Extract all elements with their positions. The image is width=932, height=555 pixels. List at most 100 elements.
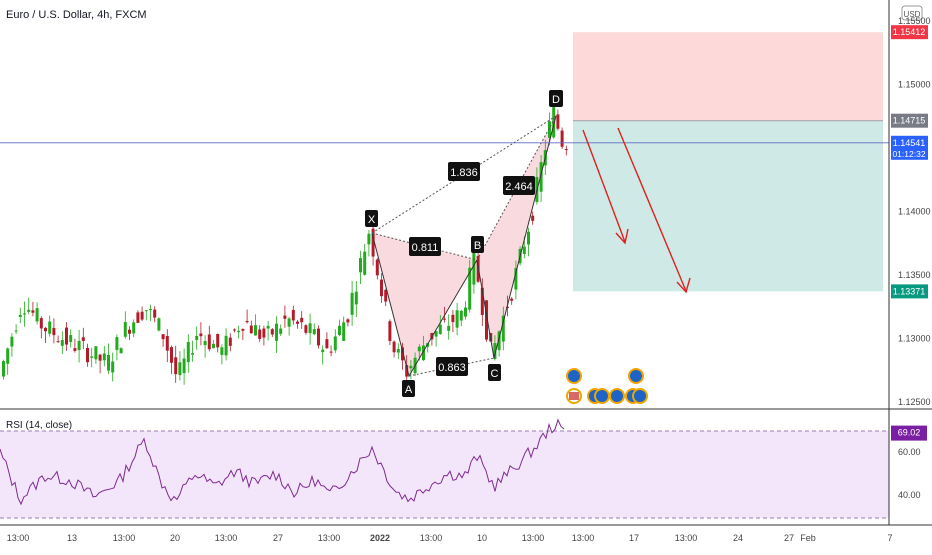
time-tick-label: 13:00 xyxy=(522,533,545,543)
candle xyxy=(39,316,43,339)
time-tick-label: 13:00 xyxy=(113,533,136,543)
event-flag-icon[interactable] xyxy=(609,388,625,404)
point-label-b[interactable]: B xyxy=(471,236,484,253)
candle xyxy=(422,335,425,361)
candle xyxy=(111,352,115,382)
price-badge xyxy=(891,135,928,160)
candle xyxy=(73,338,77,353)
candle xyxy=(241,328,245,341)
time-tick-label: 7 xyxy=(887,533,892,543)
candle xyxy=(266,320,270,341)
svg-text:0.863: 0.863 xyxy=(438,362,466,374)
candle xyxy=(455,302,459,336)
svg-text:C: C xyxy=(491,368,499,380)
pattern-ac-line xyxy=(408,357,495,377)
candle xyxy=(18,307,22,324)
candle xyxy=(342,316,346,341)
candle xyxy=(65,322,68,351)
candle xyxy=(224,328,228,361)
event-flag-icon[interactable] xyxy=(628,368,644,384)
candle xyxy=(119,347,123,354)
candle xyxy=(291,305,295,325)
svg-text:B: B xyxy=(474,240,481,252)
candle xyxy=(392,340,396,358)
candle xyxy=(220,344,224,365)
time-tick-label: 27 xyxy=(784,533,794,543)
event-flag-icon[interactable] xyxy=(632,388,648,404)
ratio-label-xb[interactable]: 0.811 xyxy=(409,237,441,256)
candle xyxy=(123,311,127,339)
candle xyxy=(165,329,169,363)
candle xyxy=(527,227,530,257)
price-tick-label: 1.14000 xyxy=(898,207,931,217)
economic-events[interactable] xyxy=(566,368,648,404)
candle xyxy=(501,306,505,351)
candle xyxy=(199,322,203,346)
candle xyxy=(149,304,152,322)
ratio-label-xd[interactable]: 1.836 xyxy=(448,162,480,181)
candle xyxy=(254,314,257,336)
ratio-label-ac[interactable]: 0.863 xyxy=(436,357,468,376)
point-label-d[interactable]: D xyxy=(549,90,563,107)
price-badge xyxy=(891,284,928,299)
rsi-current-badge: 69.02 xyxy=(891,425,927,441)
event-flag-icon[interactable] xyxy=(594,388,610,404)
candle xyxy=(300,311,304,329)
ratio-label-bd[interactable]: 2.464 xyxy=(503,176,535,195)
pattern-xab-fill xyxy=(372,233,477,376)
candle xyxy=(233,328,236,333)
candle xyxy=(56,335,60,343)
price-badge-label: 1.15412 xyxy=(893,27,926,37)
candle xyxy=(10,333,14,357)
candle xyxy=(23,301,26,327)
rsi-axis[interactable]: 60.00 40.00 xyxy=(898,447,921,500)
candle xyxy=(459,309,463,327)
rsi-title: RSI (14, close) xyxy=(6,420,72,431)
candle xyxy=(359,250,362,284)
candle xyxy=(86,343,89,367)
candle xyxy=(258,325,262,342)
candle xyxy=(401,342,404,370)
candle xyxy=(98,353,102,374)
candle xyxy=(497,330,501,357)
candle xyxy=(434,330,438,347)
candle xyxy=(144,310,148,321)
candle xyxy=(228,333,232,352)
svg-text:X: X xyxy=(368,214,376,226)
candle xyxy=(564,145,568,156)
candle xyxy=(308,313,312,345)
point-label-x[interactable]: X xyxy=(365,210,378,227)
currency-label[interactable]: USD xyxy=(901,5,923,21)
time-axis[interactable]: 13:00 13 13:00 20 13:00 27 13:00 2022 13:00 10 13:… xyxy=(7,533,893,543)
candle xyxy=(182,348,186,385)
price-badge-label: 1.14715 xyxy=(893,116,926,126)
candle xyxy=(312,323,316,336)
point-label-c[interactable]: C xyxy=(488,364,501,381)
event-flag-icon[interactable] xyxy=(566,368,582,384)
candle xyxy=(44,326,47,343)
candle xyxy=(388,319,392,346)
pattern-bd-line xyxy=(476,115,557,261)
candle xyxy=(270,328,274,338)
point-label-a[interactable]: A xyxy=(402,380,415,397)
price-badge xyxy=(891,25,928,40)
price-badge-countdown: 01:12:32 xyxy=(892,149,925,159)
candle xyxy=(317,325,320,349)
stop-loss-zone[interactable] xyxy=(573,32,883,121)
candle xyxy=(216,333,220,353)
candle xyxy=(396,343,400,360)
candle xyxy=(212,339,215,349)
price-axis[interactable]: 1.15500 1.15000 1.14000 1.13500 1.13000 1.125… xyxy=(898,16,931,407)
time-tick-label: 2022 xyxy=(370,533,390,543)
candle xyxy=(485,300,488,342)
candle xyxy=(371,220,375,266)
candle xyxy=(346,318,350,327)
event-flag-icon[interactable] xyxy=(566,388,582,404)
candle xyxy=(27,297,31,315)
candle xyxy=(94,346,98,364)
candle xyxy=(6,347,10,375)
projection-arrow-short xyxy=(582,129,629,245)
take-profit-zone[interactable] xyxy=(573,120,883,292)
